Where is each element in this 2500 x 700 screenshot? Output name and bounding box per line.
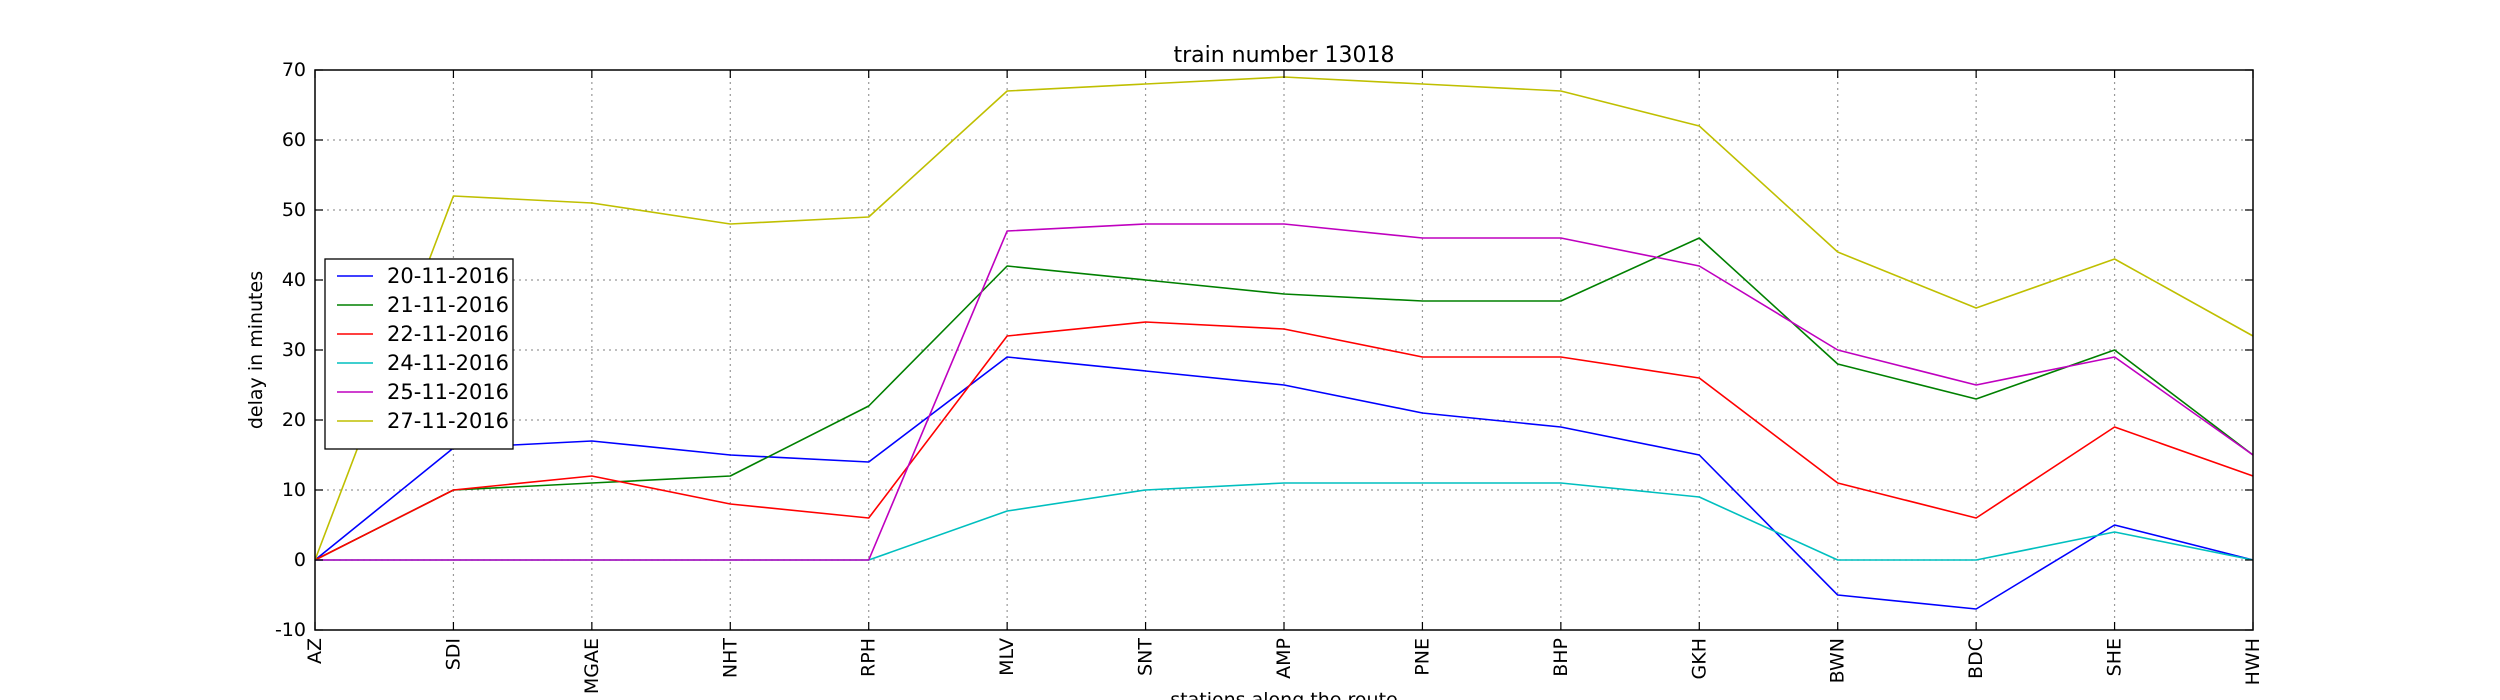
x-tick-label: SHE — [2104, 638, 2126, 676]
x-tick-label: PNE — [1411, 638, 1433, 676]
x-axis-label: stations along the route — [1170, 689, 1397, 700]
x-tick-label: GKH — [1688, 638, 1710, 679]
x-tick-label: SNT — [1135, 638, 1157, 676]
series-line-20-11-2016 — [314, 356, 2254, 610]
legend-label: 21-11-2016 — [387, 293, 509, 317]
y-tick-label: 70 — [282, 59, 306, 81]
x-tick-label: MGAE — [581, 638, 603, 694]
x-tick-label: HWH — [2242, 638, 2264, 685]
y-tick-label: 50 — [282, 199, 306, 221]
x-axis: AZ SDI MGAE NHT RPH MLV SNT AMP PNE BHP GKH BWN BDC S… — [304, 70, 2264, 694]
x-tick-label: RPH — [858, 638, 880, 677]
x-tick-label: BHP — [1550, 638, 1572, 677]
y-tick-label: 0 — [294, 549, 306, 571]
legend-box — [324, 258, 514, 450]
legend-label: 24-11-2016 — [387, 351, 509, 375]
y-tick-label: 20 — [282, 409, 306, 431]
series-line-21-11-2016 — [314, 237, 2254, 561]
y-tick-label: 60 — [282, 129, 306, 151]
y-tick-label: 40 — [282, 269, 306, 291]
legend-label: 22-11-2016 — [387, 322, 509, 346]
chart-title: train number 13018 — [1173, 43, 1394, 68]
legend: 20-11-2016 21-11-2016 22-11-2016 24-11-2016… — [324, 258, 514, 450]
x-tick-label: MLV — [996, 638, 1018, 676]
x-tick-label: BDC — [1965, 638, 1987, 679]
series-line-25-11-2016 — [315, 223, 2254, 561]
legend-label: 20-11-2016 — [387, 264, 509, 288]
x-tick-label: AZ — [304, 638, 326, 664]
y-tick-label: 30 — [282, 339, 306, 361]
grid-lines — [315, 70, 2253, 630]
legend-label: 27-11-2016 — [387, 409, 509, 433]
y-axis: -10 0 10 20 30 40 50 60 70 — [275, 59, 2253, 641]
y-tick-label: 10 — [282, 479, 306, 501]
x-tick-label: SDI — [442, 638, 464, 670]
y-tick-label: -10 — [275, 619, 306, 641]
series-lines — [314, 76, 2254, 610]
series-line-22-11-2016 — [314, 321, 2254, 561]
legend-label: 25-11-2016 — [387, 380, 509, 404]
x-tick-label: BWN — [1827, 638, 1849, 683]
x-tick-label: AMP — [1273, 638, 1295, 679]
y-axis-label: delay in minutes — [245, 271, 267, 429]
x-tick-label: NHT — [719, 638, 741, 679]
